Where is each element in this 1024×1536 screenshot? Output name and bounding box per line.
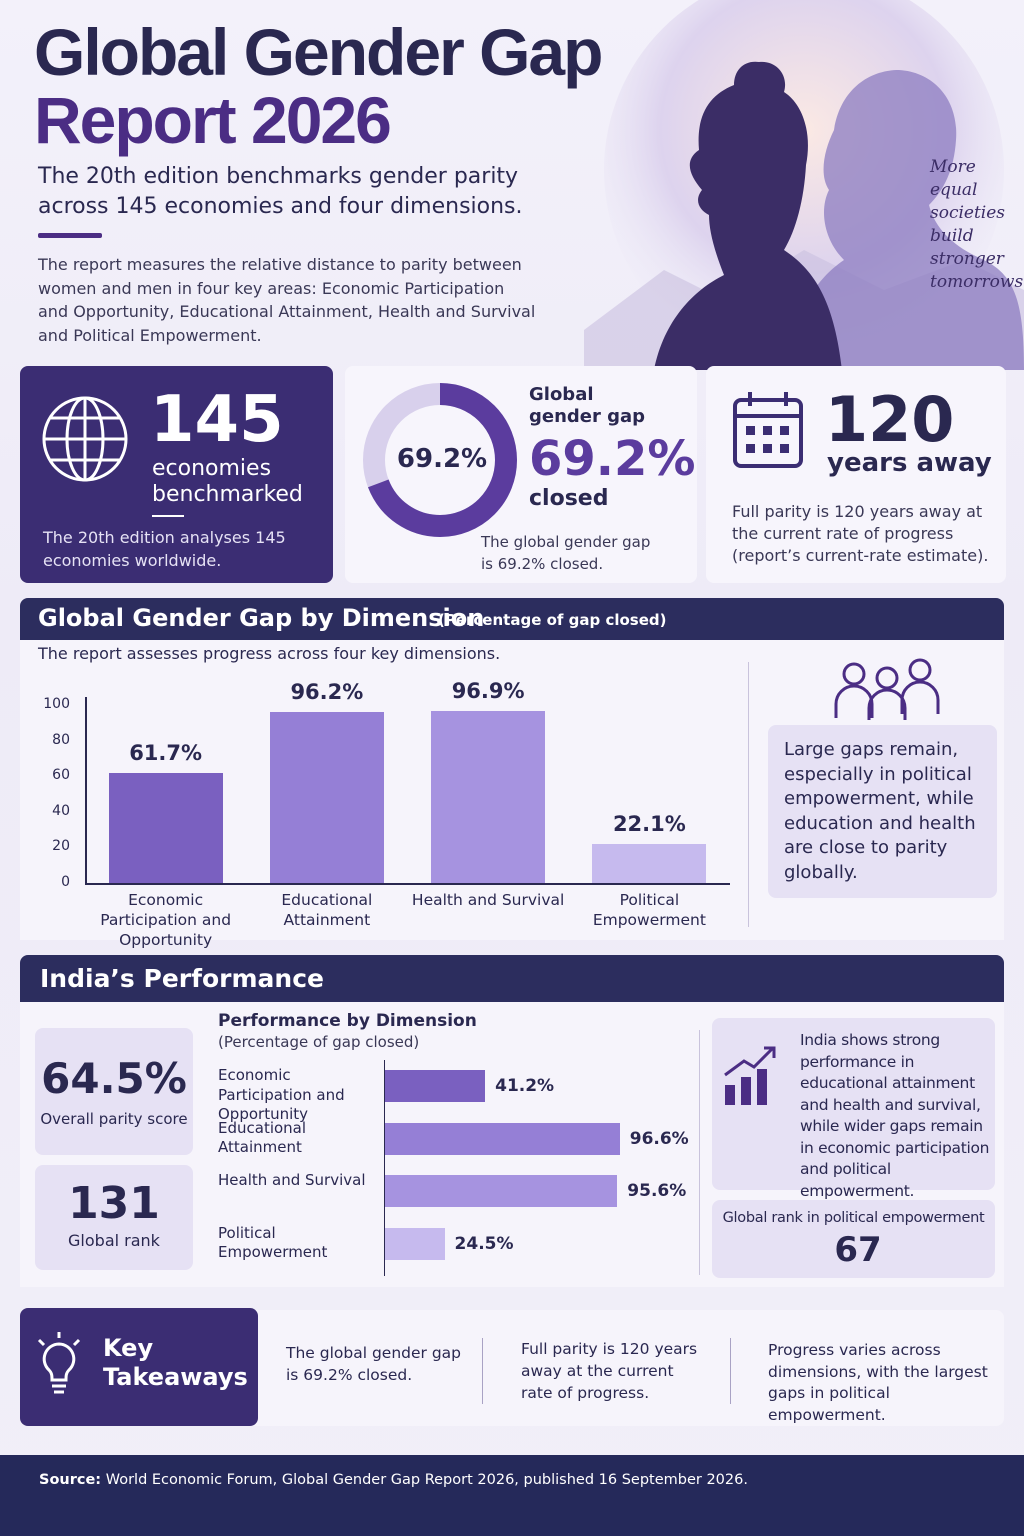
title-line-2: Report 2026 <box>34 83 392 157</box>
axis-line <box>85 697 87 883</box>
bar <box>108 773 223 883</box>
value-label: 41.2% <box>495 1076 555 1096</box>
india-title: India’s Performance <box>40 964 324 993</box>
value-label: 95.6% <box>627 1181 687 1201</box>
y-tick-label: 60 <box>52 767 70 784</box>
value-label: 22.1% <box>612 811 686 836</box>
value-label: 96.6% <box>629 1128 689 1149</box>
divider <box>482 1338 483 1404</box>
y-tick-label: Health and Survival <box>218 1171 366 1189</box>
section-description: The report assesses progress across four… <box>38 644 501 663</box>
gap-caption: closed <box>529 486 609 511</box>
intro: The report measures the relative distanc… <box>38 255 536 345</box>
takeaway-item: The global gender gap is 69.2% closed. <box>286 1344 462 1384</box>
y-tick-label: Political Empowerment <box>218 1223 328 1262</box>
score-box <box>35 1028 193 1155</box>
note-box <box>768 725 997 898</box>
hero-art <box>584 0 1024 370</box>
rank-label: Global rank <box>68 1231 160 1250</box>
title-line-1: Global Gender Gap <box>34 15 603 89</box>
donut <box>363 383 517 537</box>
y-tick-label: 40 <box>52 802 70 819</box>
y-tick-label: 100 <box>43 696 70 712</box>
bar <box>592 843 707 883</box>
x-tick-label: Political Empowerment <box>592 891 706 929</box>
bar <box>385 1175 618 1207</box>
x-tick-label: Economic Participation and Opportunity <box>100 891 232 949</box>
rule <box>152 515 184 517</box>
calendar-icon <box>733 392 803 468</box>
political-rank-label: Global rank in political empowerment <box>722 1210 985 1226</box>
economies-label: economies benchmarked <box>152 456 303 507</box>
takeaway-item: Progress varies across dimensions, with … <box>768 1341 988 1424</box>
footer <box>0 1455 1024 1536</box>
y-tick-label: 20 <box>52 838 70 855</box>
value-label: 24.5% <box>454 1233 514 1254</box>
divider <box>748 662 749 927</box>
parity-label: years away <box>827 448 992 478</box>
economies-note: The 20th edition analyses 145 economies … <box>43 528 286 570</box>
y-tick-label: Economic Participation and Opportunity <box>218 1066 345 1123</box>
bar <box>431 710 546 883</box>
parity-score-label: Overall parity score <box>40 1110 188 1128</box>
y-tick-label: Educational Attainment <box>218 1118 307 1157</box>
x-tick-label: Educational Attainment <box>281 891 373 929</box>
rank-box <box>35 1165 193 1270</box>
axis-line <box>384 1060 385 1276</box>
bulb-icon <box>37 1332 81 1394</box>
section-title: Global Gender Gap by Dimension <box>38 604 485 632</box>
people-icon <box>834 658 940 720</box>
donut-center-label: 69.2% <box>396 444 488 474</box>
divider <box>699 1030 700 1275</box>
economies-card <box>20 366 333 583</box>
subtitle: The 20th edition benchmarks gender parit… <box>38 164 523 219</box>
value-label: 61.7% <box>129 741 203 766</box>
value-label: 96.2% <box>290 679 364 704</box>
takeaway-item: Full parity is 120 years away at the cur… <box>521 1340 698 1402</box>
india-chart-subtitle: (Percentage of gap closed) <box>218 1033 420 1051</box>
parity-score: 64.5% <box>41 1054 187 1103</box>
y-tick-label: 0 <box>61 874 70 890</box>
section-header: Global Gender Gap by Dimension (Percenta… <box>20 598 1004 640</box>
x-tick-label: Health and Survival <box>411 891 565 909</box>
bar <box>385 1122 620 1155</box>
takeaway-title: Key Takeaways <box>103 1334 248 1391</box>
divider <box>730 1338 731 1404</box>
bar <box>385 1070 486 1102</box>
takeaway-box <box>20 1308 258 1426</box>
bar <box>385 1227 445 1260</box>
source: Source: World Economic Forum, Global Gen… <box>39 1472 748 1488</box>
gap-value: 69.2% <box>529 431 696 487</box>
y-tick-label: 80 <box>52 731 70 748</box>
source-text: World Economic Forum, Global Gender Gap … <box>105 1472 748 1488</box>
quote: More equal societies build stronger tomo… <box>930 157 1024 292</box>
value-label: 96.9% <box>451 678 525 703</box>
dimension-note: Large gaps remain, especially in politic… <box>784 739 976 883</box>
gap-note: The global gender gap is 69.2% closed. <box>481 533 651 573</box>
india-note: India shows strong performance in educat… <box>800 1031 990 1200</box>
donut-arc <box>363 383 517 537</box>
gap-heading: Global gender gap <box>529 384 646 427</box>
india-header: India’s Performance <box>20 955 1004 1002</box>
growth-icon <box>724 1046 776 1105</box>
parity-card <box>706 366 1006 583</box>
parity-number: 120 <box>825 383 955 456</box>
india-chart-title: Performance by Dimension <box>218 1011 477 1031</box>
globe-icon <box>42 396 128 482</box>
rank: 131 <box>68 1178 160 1229</box>
section-subtitle: (Percentage of gap closed) <box>438 611 667 629</box>
political-rank: 67 <box>834 1230 882 1270</box>
economies-number: 145 <box>150 383 284 457</box>
political-rank-box <box>712 1200 995 1278</box>
axis-line <box>85 883 730 885</box>
bar <box>269 711 384 883</box>
accent-rule <box>38 233 102 238</box>
source-label: Source: <box>39 1472 102 1488</box>
parity-note: Full parity is 120 years away at the cur… <box>732 502 989 565</box>
